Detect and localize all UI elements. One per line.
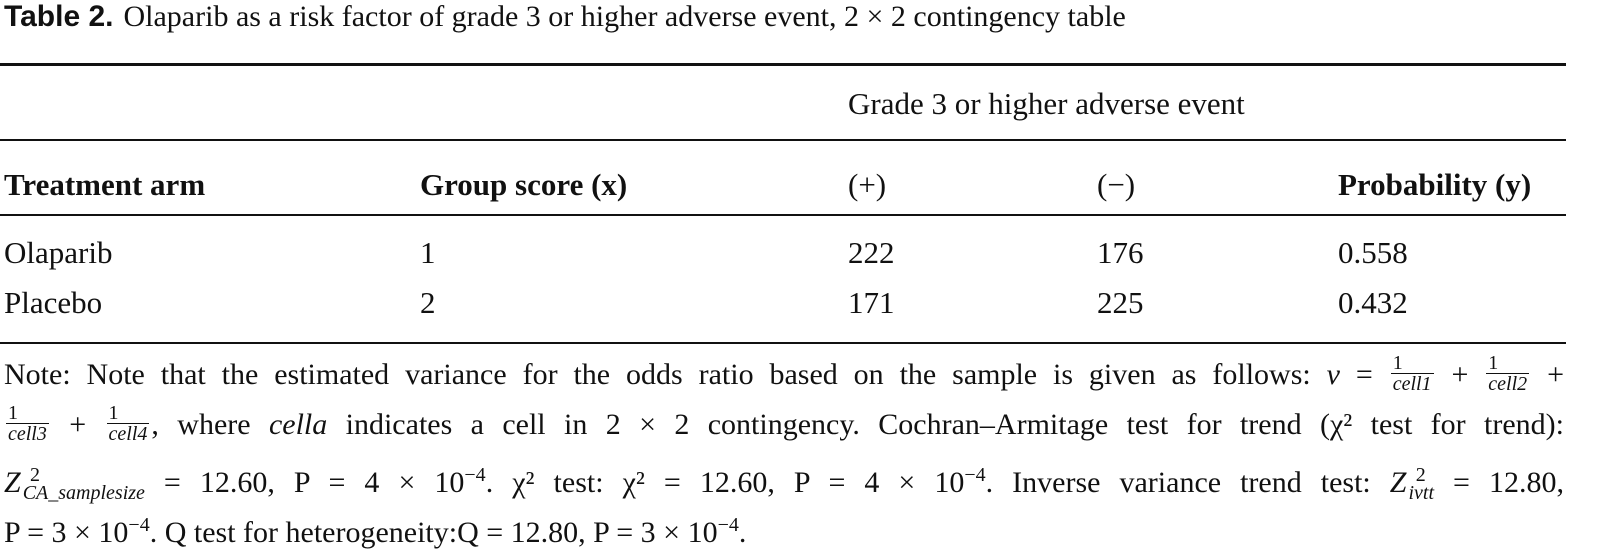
col-header-score: Group score (x) <box>420 167 628 202</box>
note-line: Z 2 CA_samplesize = 12.60, P = 4 × 10−4. χ… <box>4 464 1564 504</box>
note-line: P = 3 × 10−4. Q test for heterogeneity:Q… <box>4 514 747 549</box>
col-header-probability: Probability (y) <box>1338 167 1532 202</box>
group-rule <box>0 139 1566 141</box>
note-line: 1 cell3 + 1 cell4, where cella indicates a… <box>6 401 1564 445</box>
note-line: Note: Note that the estimated variance f… <box>4 351 1564 395</box>
cell: 1 <box>420 235 436 270</box>
col-header-positive: (+) <box>848 167 887 202</box>
col-header-negative: (−) <box>1097 167 1136 202</box>
cell: Olaparib <box>4 235 113 270</box>
bottom-rule <box>0 342 1566 344</box>
table-caption: Olaparib as a risk factor of grade 3 or … <box>123 0 1126 33</box>
cell: 2 <box>420 285 436 320</box>
top-rule <box>0 63 1566 66</box>
cell: 222 <box>848 235 895 270</box>
cell: 0.558 <box>1338 235 1408 270</box>
cell: Placebo <box>4 285 103 320</box>
table-title: Table 2. Olaparib as a risk factor of gra… <box>4 0 1126 34</box>
col-header-treatment: Treatment arm <box>4 167 206 202</box>
header-rule <box>0 214 1566 216</box>
cell: 225 <box>1097 285 1144 320</box>
cell: 176 <box>1097 235 1144 270</box>
table-label: Table 2. <box>4 0 114 33</box>
cell: 171 <box>848 285 895 320</box>
group-header: Grade 3 or higher adverse event <box>848 86 1245 121</box>
cell: 0.432 <box>1338 285 1408 320</box>
